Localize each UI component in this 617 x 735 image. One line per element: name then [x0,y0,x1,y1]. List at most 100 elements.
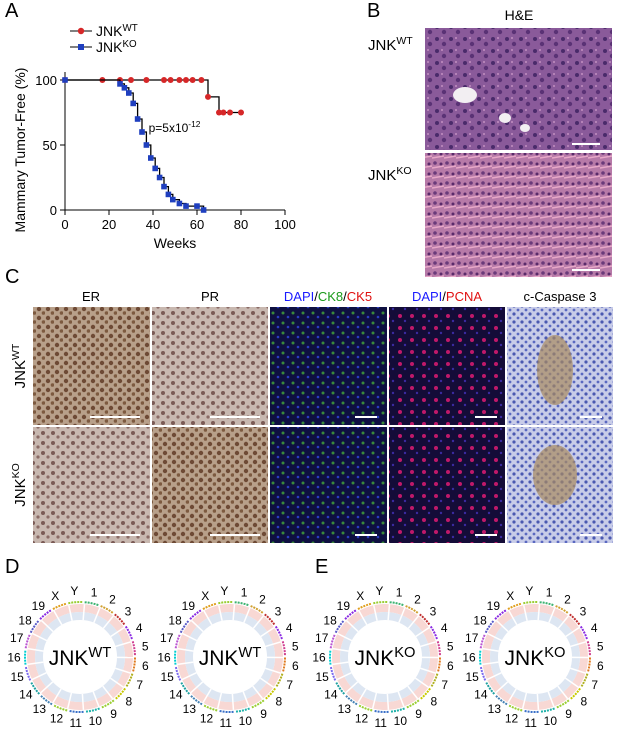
x-tick-label: 80 [234,217,248,232]
chromosome-arc [479,634,486,649]
marker [189,77,196,83]
survival-line [65,79,205,210]
ring-divider [570,667,586,674]
chromosome-arc [329,650,332,665]
text-part: JNK [199,647,239,670]
circos-label: JNKKO [505,645,566,670]
chromosome-label: 19 [487,599,501,613]
chromosome-arc [132,657,136,672]
chromosome-arc [406,699,420,709]
ring-divider [345,620,359,633]
text-part: JNK [505,647,545,670]
chromosome-label: 16 [462,651,476,665]
ring-divider [40,620,54,633]
chromosome-arc [569,613,581,626]
ring-divider [102,685,114,700]
marker [143,77,150,83]
column-header: DAPI/PCNA [412,289,482,304]
ring-divider [407,685,419,700]
chromosome-label: Y [375,584,383,598]
marker [216,109,222,116]
chromosome-arc [580,673,589,688]
marker [134,116,141,122]
column-header: ER [82,289,100,304]
chromosome-label: 9 [565,707,572,721]
chromosome-arc [68,601,83,605]
chromosome-arc [24,650,27,665]
y-tick-label: 50 [43,138,57,153]
chromosome-label: 5 [597,640,604,654]
chromosome-arc [84,601,99,607]
chromosome-arc [52,602,67,610]
chromosome-arc [374,709,389,713]
row-label: JNKWT [10,343,29,388]
ring-divider [202,688,212,704]
marker [143,142,150,148]
micrographs [33,28,613,543]
chromosome-arc [69,709,84,713]
chromosome-label: 6 [597,659,604,673]
ring-divider [386,693,390,710]
text-part: / [314,289,318,304]
y-tick-label: 0 [50,203,57,218]
ring-divider [27,647,44,652]
text-part: JNK [96,39,123,55]
ring-divider [53,610,63,626]
marker [170,196,176,203]
chromosome-label: 14 [474,688,488,702]
chromosome-arc [234,601,249,607]
ring-divider [82,604,86,621]
ring-divider [259,677,274,688]
chromosome-arc [358,704,373,712]
chromosome-label: 5 [292,640,299,654]
chromosome-label: X [356,589,364,603]
superscript: WT [238,645,261,661]
chromosome-arc [39,609,52,620]
chromosome-label: 15 [315,670,329,684]
chromosome-arc [390,707,405,713]
ring-divider [66,692,73,709]
chromosome-label: 3 [275,605,282,619]
ring-divider [536,693,540,710]
chromosome-arc [24,634,31,649]
circos-label: JNKWT [199,645,262,670]
x-tick-label: 60 [190,217,204,232]
chromosome-arc [334,620,345,634]
ring-divider [521,692,528,709]
marker [227,109,233,116]
marker [62,77,68,83]
pr-wt [152,307,268,425]
chromosome-arc [539,601,554,607]
text-part: / [343,289,347,304]
he-image-wt [425,28,612,150]
legend-entry: JNKKO [96,39,137,56]
ring-divider [537,604,541,621]
chromosome-label: 12 [200,712,214,726]
chromosome-arc [587,657,591,672]
chromosome-arc [264,687,276,700]
ring-divider [482,647,499,652]
ring-divider [522,605,528,622]
panel-label: C [5,266,19,288]
chromosome-label: 11 [69,716,82,730]
chromosome-label: 1 [241,586,248,600]
chromosome-arc [556,699,570,709]
ring-divider [40,681,54,694]
chromosome-label: 13 [183,702,197,716]
row-label: JNKKO [10,463,29,507]
superscript: WT [10,343,22,360]
x-tick-label: 0 [61,217,68,232]
chromosome-arc [235,707,250,713]
panel-label: E [315,556,328,578]
marker [220,109,227,116]
chromosome-label: 19 [337,599,351,613]
ring-divider [109,677,124,688]
chromosome-label: 10 [89,714,103,728]
superscript: KO [544,645,565,661]
text-part: JNK [368,167,396,184]
stain [533,445,577,505]
chromosome-label: 18 [323,613,337,627]
chromosome-arc [429,625,438,640]
chromosome-arc [125,673,134,688]
ring-divider [557,615,570,629]
